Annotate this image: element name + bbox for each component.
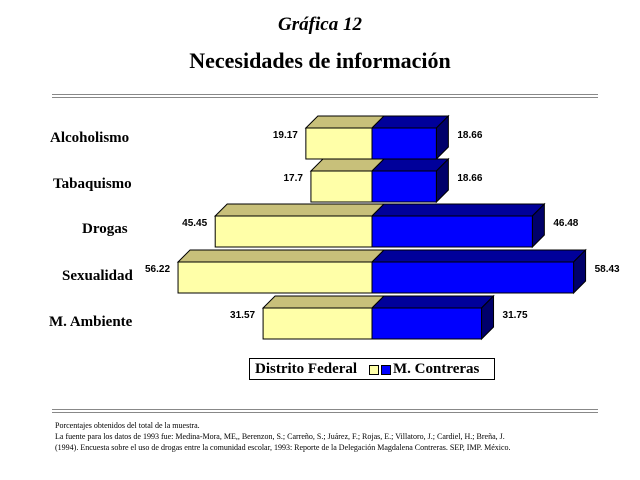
graph-number: Gráfica 12 (278, 14, 362, 35)
bar-top-distrito-federal-alcoholismo (304, 115, 386, 129)
footnote-line: Porcentajes obtenidos del total de la mu… (55, 421, 200, 430)
bar-distrito-federal-drogas (214, 215, 373, 248)
value-label-m-contreras-m-ambiente: 31.75 (503, 310, 528, 321)
bar-top-distrito-federal-drogas (213, 203, 386, 217)
category-label-m-ambiente: M. Ambiente (49, 314, 133, 330)
bar-distrito-federal-alcoholismo (305, 127, 373, 160)
value-label-m-contreras-drogas: 46.48 (553, 218, 578, 229)
category-label-alcoholismo: Alcoholismo (50, 130, 130, 146)
bar-top-distrito-federal-tabaquismo (309, 158, 386, 172)
category-label-tabaquismo: Tabaquismo (53, 176, 132, 192)
legend-swatch-distrito-federal (369, 365, 379, 375)
bar-top-m-contreras-m-ambiente (370, 295, 495, 309)
bar-m-contreras-tabaquismo (371, 170, 437, 203)
bar-top-m-contreras-alcoholismo (370, 115, 450, 129)
bar-distrito-federal-sexualidad (177, 261, 373, 294)
bar-top-distrito-federal-m-ambiente (261, 295, 386, 309)
value-label-distrito-federal-sexualidad: 56.22 (145, 264, 170, 275)
footnote-line: (1994). Encuesta sobre el uso de drogas … (55, 443, 511, 452)
footnote-line: La fuente para los datos de 1993 fue: Me… (55, 432, 505, 441)
top-divider-1 (52, 94, 598, 95)
bar-distrito-federal-tabaquismo (310, 170, 373, 203)
bar-top-m-contreras-drogas (370, 203, 546, 217)
category-label-drogas: Drogas (82, 221, 128, 237)
value-label-m-contreras-sexualidad: 58.43 (595, 264, 620, 275)
bar-m-contreras-alcoholismo (371, 127, 437, 160)
footnotes: Porcentajes obtenidos del total de la mu… (55, 420, 615, 453)
chart-legend: Distrito Federal M. Contreras (249, 358, 495, 380)
legend-label-m-contreras: M. Contreras (393, 361, 480, 377)
bar-top-m-contreras-sexualidad (370, 249, 587, 263)
legend-swatch-m-contreras (381, 365, 391, 375)
bar-m-contreras-drogas (371, 215, 533, 248)
value-label-distrito-federal-tabaquismo: 17.7 (283, 173, 303, 184)
value-label-distrito-federal-drogas: 45.45 (182, 218, 207, 229)
value-label-m-contreras-alcoholismo: 18.66 (457, 130, 482, 141)
bar-top-distrito-federal-sexualidad (176, 249, 386, 263)
bar-m-contreras-m-ambiente (371, 307, 483, 340)
bottom-divider-1 (52, 409, 598, 410)
value-label-m-contreras-tabaquismo: 18.66 (457, 173, 482, 184)
top-divider-2 (52, 97, 598, 98)
category-label-sexualidad: Sexualidad (62, 268, 133, 284)
bar-m-contreras-sexualidad (371, 261, 575, 294)
bottom-divider-2 (52, 412, 598, 413)
page-title: Necesidades de información (189, 48, 451, 73)
bar-distrito-federal-m-ambiente (262, 307, 373, 340)
legend-label-distrito-federal: Distrito Federal (255, 361, 358, 377)
value-label-distrito-federal-m-ambiente: 31.57 (230, 310, 255, 321)
value-label-distrito-federal-alcoholismo: 19.17 (273, 130, 298, 141)
bar-top-m-contreras-tabaquismo (370, 158, 450, 172)
